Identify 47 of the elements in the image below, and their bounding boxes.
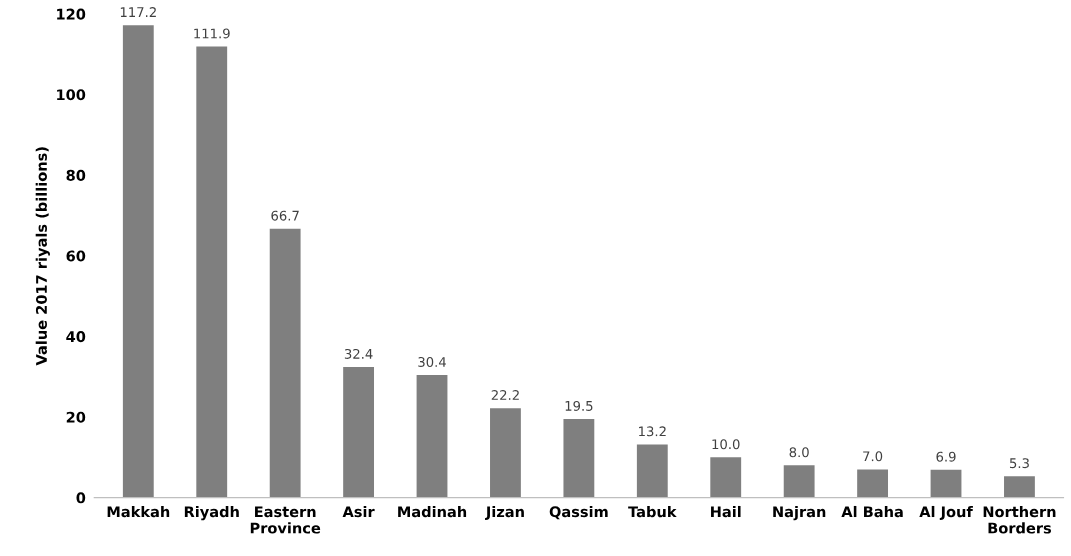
x-tick-label: Madinah: [398, 505, 467, 518]
bar: [857, 469, 889, 498]
data-label: 66.7: [271, 210, 299, 221]
x-tick-label: Hail: [711, 505, 741, 518]
bar: [122, 25, 154, 498]
bar: [416, 375, 448, 498]
bar: [930, 469, 962, 498]
bar: [636, 444, 668, 498]
y-tick-label: 20: [66, 411, 86, 423]
y-tick-label: 0: [76, 492, 86, 504]
data-label: 6.9: [936, 451, 956, 462]
data-label: 30.4: [418, 356, 446, 367]
y-tick-label: 60: [66, 250, 86, 262]
bar: [783, 465, 815, 498]
data-label: 19.5: [565, 400, 593, 411]
x-tick-label: Qassim: [549, 505, 608, 520]
x-tick-label: Asir: [342, 505, 375, 518]
data-label: 111.9: [194, 28, 230, 39]
data-label: 8.0: [789, 447, 809, 458]
x-tick-label: Northern Borders: [983, 505, 1056, 534]
bar: [710, 457, 742, 498]
x-tick-label: Riyadh: [184, 505, 239, 521]
y-tick-label: 100: [57, 89, 86, 101]
y-axis-title: Value 2017 riyals (billions): [35, 147, 50, 366]
x-tick-label: Makkah: [107, 505, 170, 518]
bar: [269, 228, 301, 498]
data-label: 22.2: [491, 390, 519, 400]
bar: [343, 367, 375, 498]
x-tick-label: Al Baha: [841, 505, 903, 518]
bar: [1004, 476, 1035, 498]
x-tick-label: Al Jouf: [919, 505, 973, 520]
y-tick-label: 80: [66, 169, 86, 181]
bar: [196, 46, 228, 498]
data-label: 10.0: [712, 439, 740, 450]
data-label: 5.3: [1009, 458, 1029, 469]
x-tick-label: Jizan: [485, 505, 524, 520]
data-label: 7.0: [863, 451, 883, 462]
x-tick-label: Tabuk: [628, 505, 677, 518]
bar: [490, 408, 521, 498]
bar: [563, 419, 595, 498]
data-label: 13.2: [639, 426, 666, 437]
data-label: 117.2: [120, 7, 156, 17]
y-tick-label: 120: [57, 8, 86, 20]
y-tick-label: 40: [66, 331, 86, 343]
x-tick-label: Najran: [773, 505, 826, 521]
data-label: 32.4: [344, 348, 373, 359]
x-tick-label: Eastern Province: [250, 506, 321, 534]
